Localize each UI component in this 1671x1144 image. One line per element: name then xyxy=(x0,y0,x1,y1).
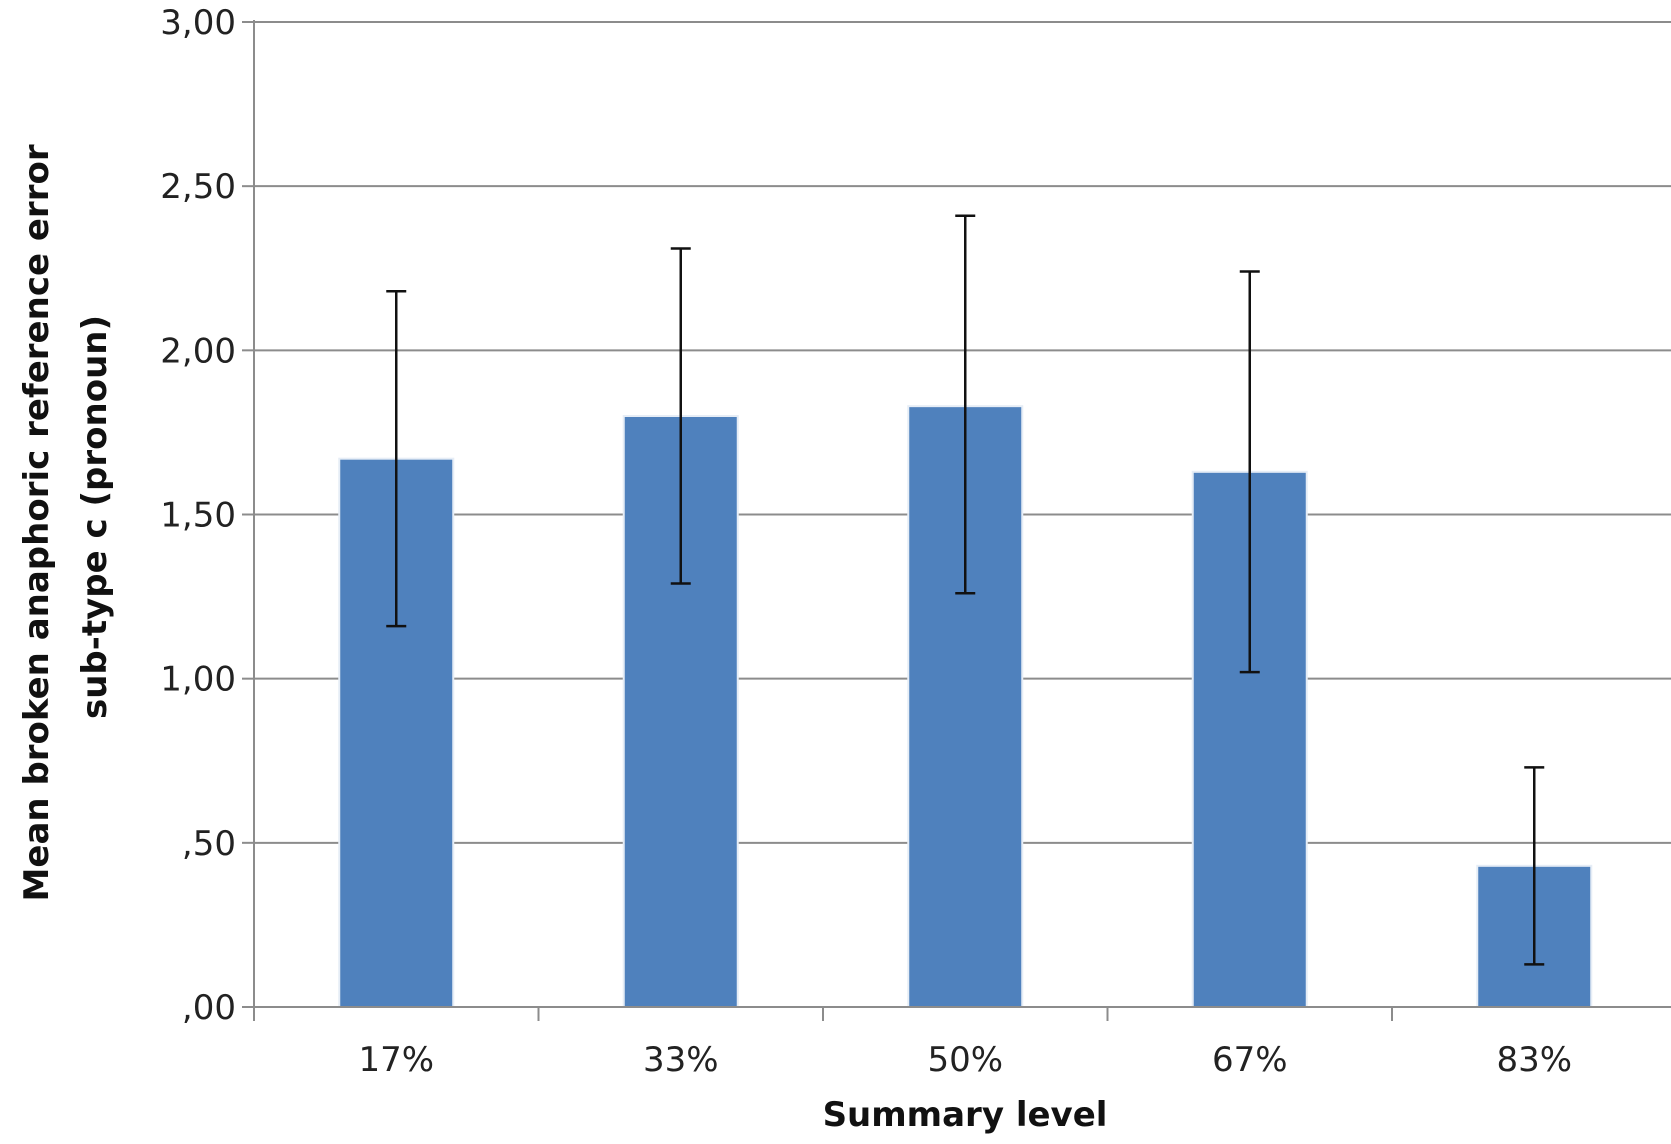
y-axis-title-line-1: Mean broken anaphoric reference error xyxy=(17,144,57,901)
y-tick-labels: ,00 ,50 1,00 1,50 2,00 2,50 3,00 xyxy=(160,3,236,1028)
x-tick-label-50%: 50% xyxy=(927,1040,1003,1080)
x-tick-labels: 17% 33% 50% 67% 83% xyxy=(358,1040,1572,1080)
y-tick-label-6: 3,00 xyxy=(160,3,236,43)
y-tick-label-4: 2,00 xyxy=(160,331,236,371)
axes xyxy=(242,20,1671,1021)
y-tick-label-5: 2,50 xyxy=(160,167,236,207)
x-axis-title: Summary level xyxy=(823,1095,1108,1135)
y-tick-label-2: 1,00 xyxy=(160,660,236,700)
x-tick-label-33%: 33% xyxy=(643,1040,719,1080)
y-tick-label-1: ,50 xyxy=(182,824,236,864)
x-tick-label-83%: 83% xyxy=(1496,1040,1572,1080)
y-tick-label-0: ,00 xyxy=(182,988,236,1028)
x-tick-label-17%: 17% xyxy=(358,1040,434,1080)
y-axis-title: Mean broken anaphoric reference error su… xyxy=(17,133,115,902)
x-tick-label-67%: 67% xyxy=(1212,1040,1288,1080)
error-bars xyxy=(386,214,1545,966)
y-axis-title-line-2: sub-type c (pronoun) xyxy=(75,315,115,719)
y-tick-label-3: 1,50 xyxy=(160,496,236,536)
